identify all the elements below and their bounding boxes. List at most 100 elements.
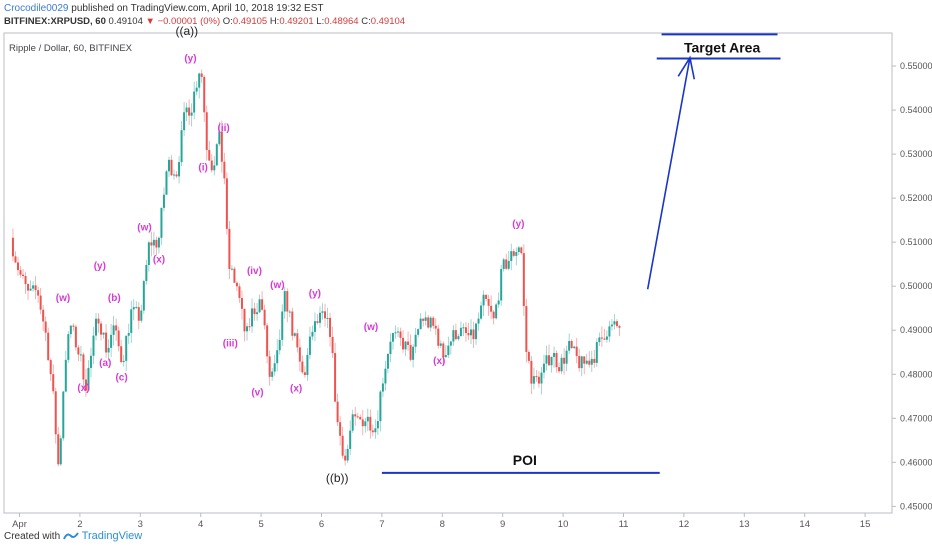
candle-body: [303, 372, 306, 376]
candle-body: [258, 299, 261, 313]
open-key: O:: [222, 16, 233, 27]
y-tick-label: 0.55000: [900, 61, 932, 71]
candle-body: [24, 275, 27, 285]
close-value: 0.49104: [370, 16, 406, 27]
wave-label: ((b)): [326, 471, 349, 485]
ohlc-line: BITFINEX:XRPUSD, 60 0.49104 ▼ −0.00001 (…: [4, 15, 405, 28]
open-value: 0.49105: [232, 16, 268, 27]
candle-body: [469, 329, 472, 336]
candle-body: [336, 401, 339, 423]
candle-body: [42, 309, 45, 322]
candle-body: [27, 284, 30, 291]
candle-body: [22, 274, 25, 276]
candle-body: [102, 332, 105, 335]
candle-body: [251, 308, 254, 327]
candle-body: [394, 332, 397, 334]
candle-body: [595, 342, 598, 363]
candle-body: [318, 312, 321, 323]
author-link[interactable]: Crocodile0029: [4, 3, 69, 14]
wave-label: (w): [270, 280, 284, 291]
candle-body: [311, 331, 314, 337]
candle-body: [545, 355, 548, 364]
candle-body: [542, 363, 545, 373]
candle-body: [442, 343, 445, 358]
wave-label: (y): [309, 288, 321, 299]
candle-body: [558, 367, 561, 372]
candle-body: [376, 421, 379, 429]
candle-body: [266, 325, 269, 357]
y-tick-label: 0.50000: [900, 281, 932, 291]
candle-body: [313, 321, 316, 332]
candle-body: [162, 194, 165, 208]
candle-body: [205, 112, 208, 151]
candle-body: [37, 290, 40, 296]
candle-body: [89, 355, 92, 368]
wave-label: (v): [251, 387, 263, 398]
candle-body: [243, 308, 246, 332]
candle-body: [95, 318, 98, 336]
candle-body: [374, 428, 377, 433]
price-chart[interactable]: Ripple / Dollar, 60, BITFINEX Apr 2 3 4 5 6 7 8…: [0, 0, 932, 530]
candle-body: [548, 355, 551, 366]
candle-body: [97, 318, 100, 324]
candle-body: [459, 327, 462, 337]
candle-body: [427, 317, 430, 328]
candle-body: [44, 321, 47, 333]
y-tick-label: 0.47000: [900, 413, 932, 423]
footer: Created with TradingView: [4, 530, 142, 542]
candle-body: [283, 291, 286, 312]
candle-body: [316, 321, 319, 323]
candle-body: [180, 130, 183, 163]
candle-body: [110, 334, 113, 348]
candle-body: [268, 356, 271, 377]
candle-body: [339, 422, 342, 436]
x-tick-label: 7: [379, 519, 384, 530]
candle-body: [52, 374, 55, 392]
candle-body: [532, 376, 535, 384]
candle-body: [344, 455, 347, 461]
tradingview-brand[interactable]: TradingView: [81, 530, 143, 542]
candle-body: [520, 247, 523, 254]
wave-label: (i): [198, 162, 207, 173]
candle-body: [359, 416, 362, 420]
candle-body: [480, 305, 483, 319]
candle-body: [364, 421, 367, 427]
created-with-text: Created with: [4, 531, 61, 542]
wave-label: (x): [290, 383, 302, 394]
published-info: published on TradingView.com, April 10, …: [71, 3, 324, 14]
wave-label: (c): [115, 372, 127, 383]
candle-body: [553, 353, 556, 357]
candle-body: [490, 305, 493, 312]
candle-body: [391, 332, 394, 342]
candle-body: [356, 416, 359, 418]
candle-body: [67, 334, 70, 360]
candle-body: [281, 311, 284, 340]
candle-body: [105, 332, 108, 353]
candle-body: [422, 318, 425, 321]
candle-body: [457, 336, 460, 340]
candle-body: [14, 256, 17, 263]
candle-body: [404, 341, 407, 350]
candle-body: [412, 346, 415, 360]
candle-body: [610, 324, 613, 327]
x-tick-label: Apr: [12, 519, 27, 530]
candle-body: [188, 107, 191, 116]
candle-body: [286, 291, 289, 312]
candle-body: [605, 336, 608, 340]
candle-body: [573, 346, 576, 349]
publish-line: Crocodile0029 published on TradingView.c…: [4, 2, 405, 15]
candle-body: [11, 237, 14, 257]
candle-body: [560, 357, 563, 372]
candle-body: [437, 328, 440, 346]
candle-body: [510, 251, 513, 261]
candle-body: [495, 304, 498, 319]
candle-body: [82, 354, 85, 380]
candle-body: [271, 371, 274, 377]
candle-body: [603, 338, 606, 340]
candle-body: [399, 331, 402, 338]
candle-body: [578, 356, 581, 369]
x-tick-label: 13: [739, 519, 750, 530]
wave-label: (ii): [218, 123, 230, 134]
candle-body: [49, 360, 52, 375]
wave-label: (y): [512, 219, 524, 230]
